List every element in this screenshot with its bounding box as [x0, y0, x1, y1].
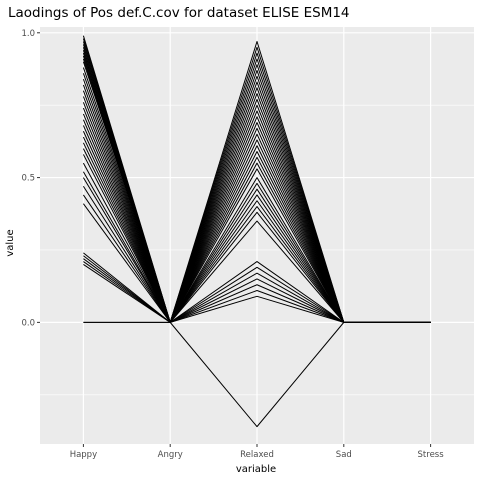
- y-tick-label: 1.0: [21, 29, 35, 39]
- x-tick-label: Happy: [70, 450, 97, 460]
- y-tick-label: 0.0: [21, 318, 35, 328]
- x-tick-label: Angry: [158, 450, 183, 460]
- x-tick-label: Relaxed: [240, 450, 274, 460]
- y-tick-label: 0.5: [21, 174, 35, 184]
- x-tick-label: Sad: [336, 450, 352, 460]
- x-tick-label: Stress: [418, 450, 445, 460]
- y-axis-ticks: 0.0 0.5 1.0: [21, 29, 40, 328]
- chart-title: Laodings of Pos def.C.cov for dataset EL…: [8, 5, 350, 21]
- x-axis-title: variable: [236, 464, 276, 475]
- x-axis-ticks: Happy Angry Relaxed Sad Stress: [70, 444, 445, 460]
- series-lines: [82, 35, 431, 428]
- series-line: [83, 321, 431, 428]
- y-axis-title: value: [5, 229, 16, 256]
